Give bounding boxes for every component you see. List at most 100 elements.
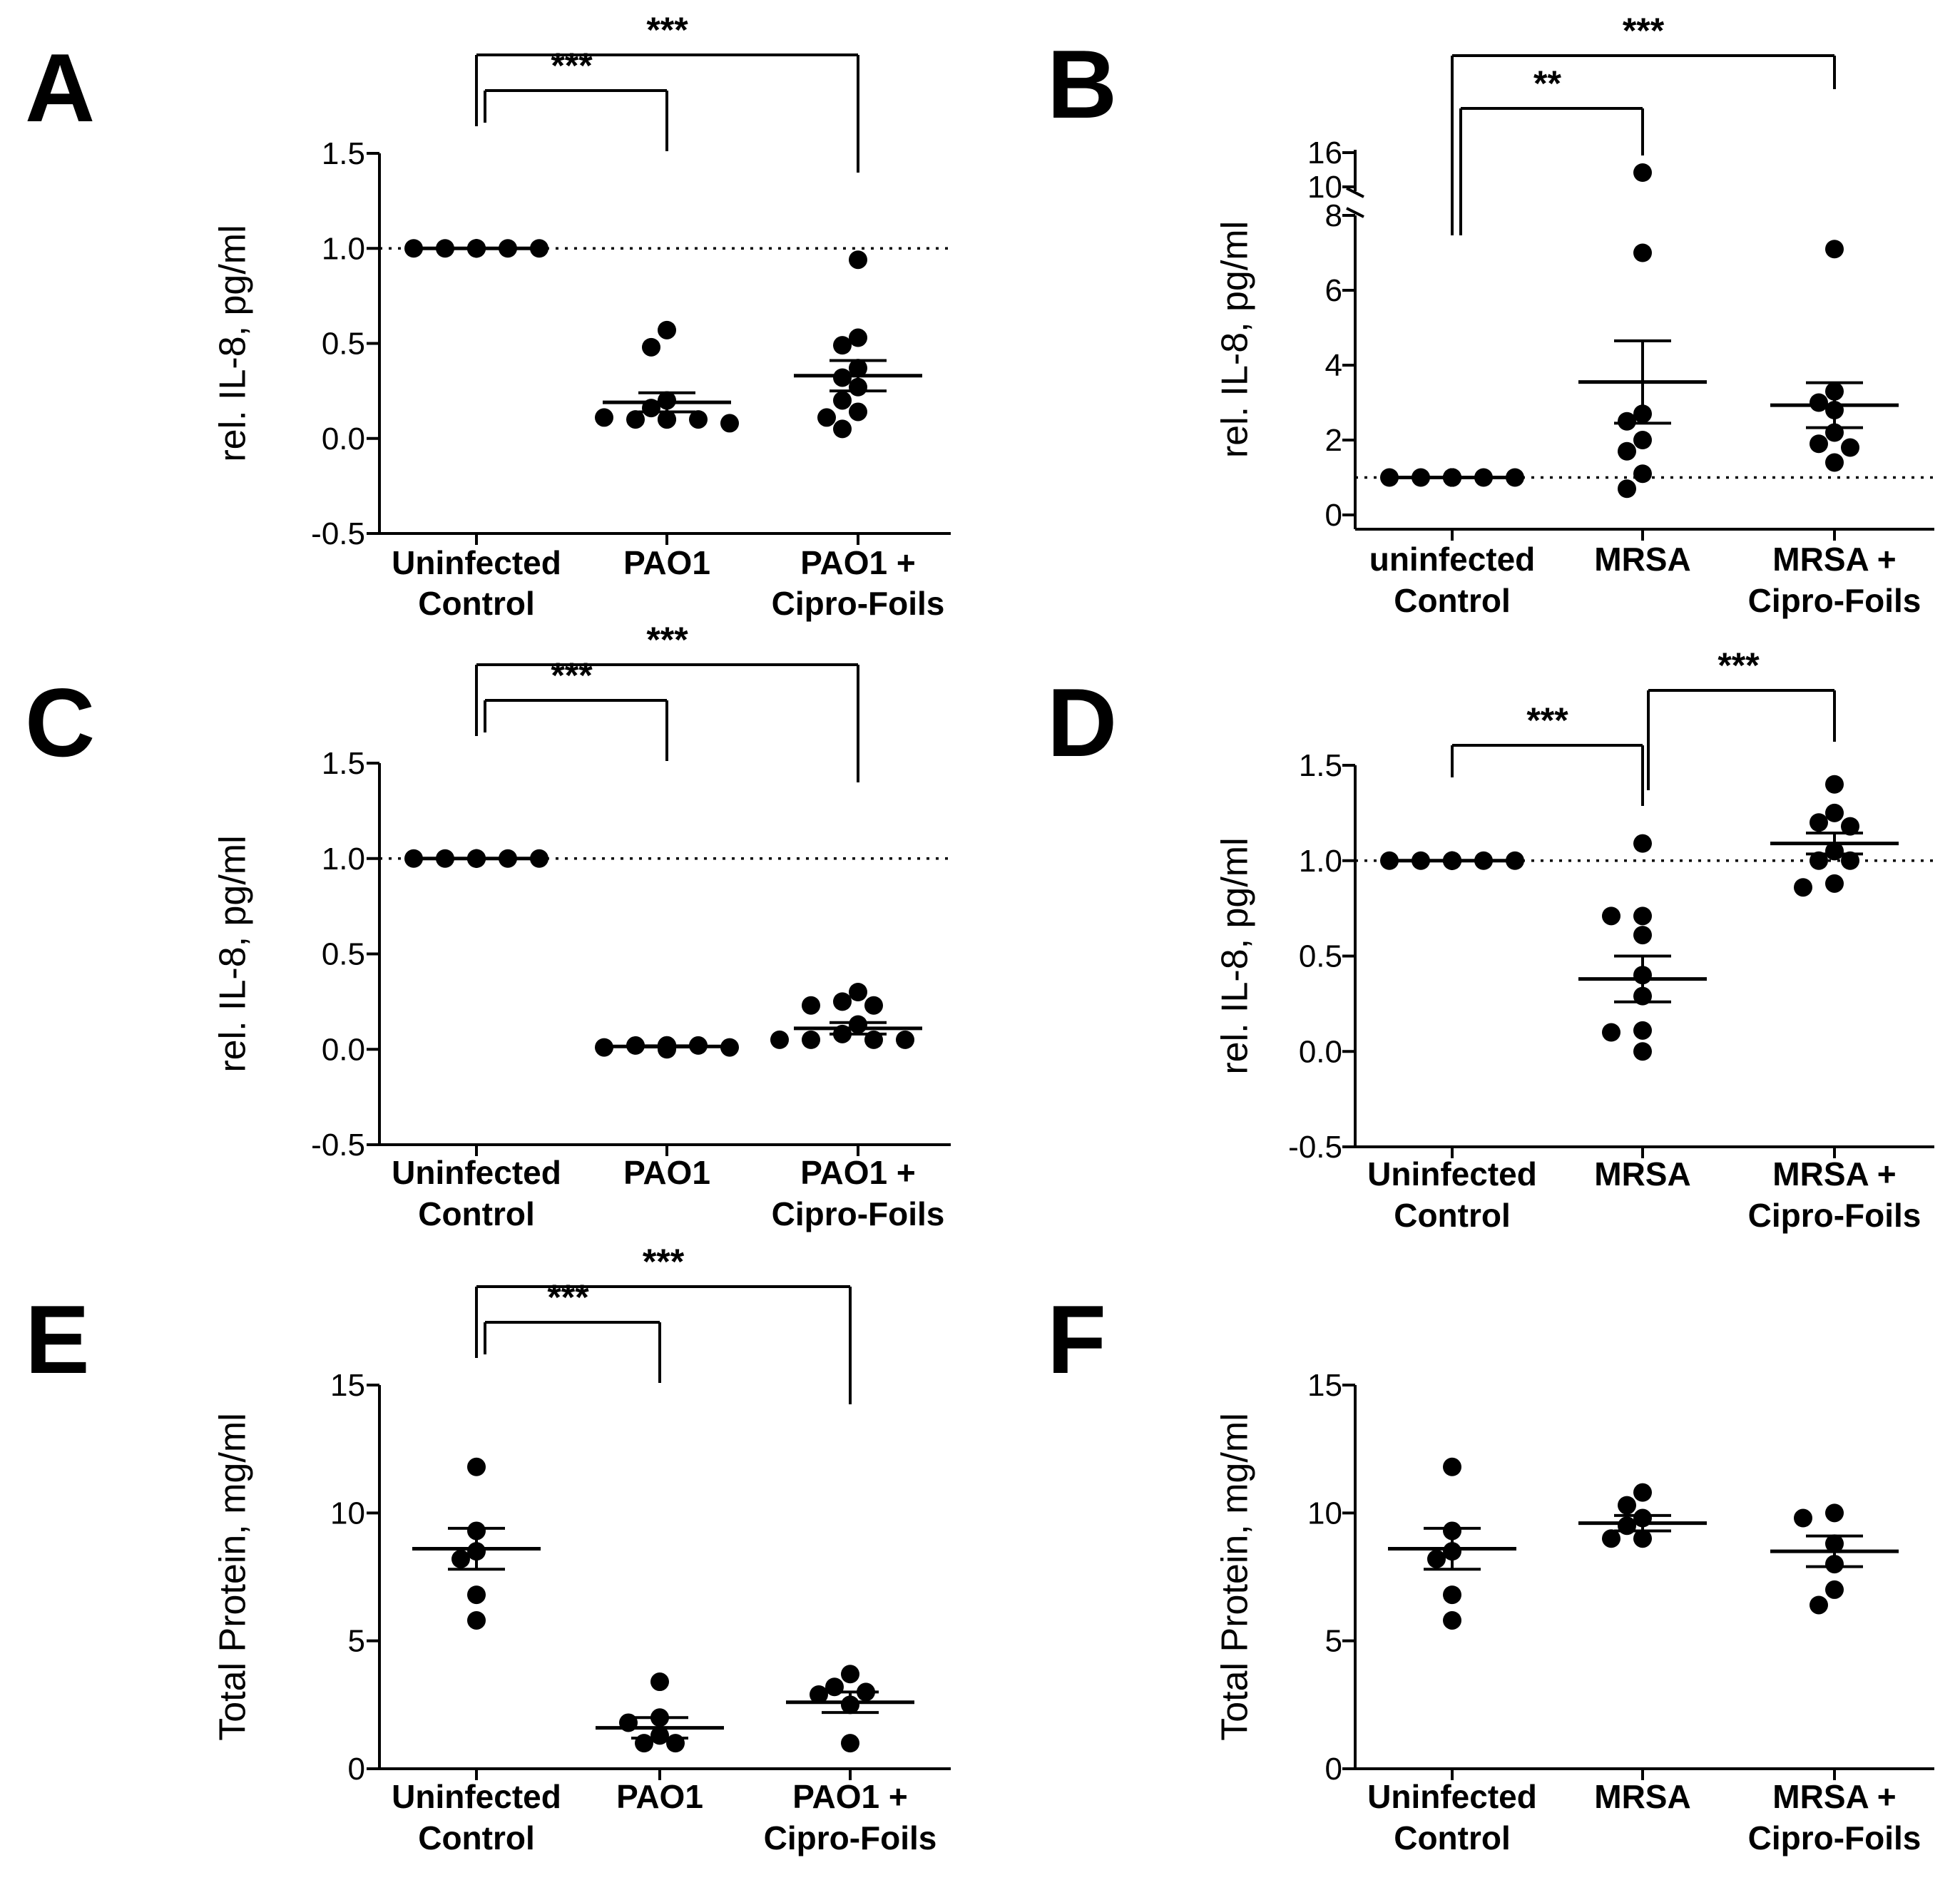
category-label: Cipro-Foils xyxy=(1748,582,1921,619)
y-tick-label: 10 xyxy=(1307,1496,1342,1531)
y-tick-label: 0 xyxy=(348,1752,365,1787)
data-point xyxy=(1825,1503,1844,1523)
category-label: PAO1 xyxy=(616,1778,703,1815)
panel-e: E Total Protein, mg/ml 0 5 10 15 Uninfected Con… xyxy=(25,1242,951,1856)
data-point xyxy=(864,996,883,1015)
data-point xyxy=(1443,1585,1461,1605)
data-point xyxy=(467,1457,486,1476)
data-point xyxy=(1794,878,1812,897)
significance-label: *** xyxy=(547,1277,589,1317)
category-label: MRSA xyxy=(1594,541,1690,578)
category-label: Cipro-Foils xyxy=(1748,1819,1921,1856)
data-point xyxy=(1633,1042,1652,1061)
y-tick-label: 1.0 xyxy=(322,842,365,877)
panel-letter: E xyxy=(25,1285,90,1394)
data-point xyxy=(720,414,739,433)
category-label: PAO1 + xyxy=(800,1154,916,1191)
data-point xyxy=(1618,1496,1636,1515)
category-label: MRSA + xyxy=(1772,1778,1896,1815)
y-tick-label: 15 xyxy=(330,1368,365,1403)
data-point xyxy=(1602,1023,1620,1042)
category-label: Uninfected xyxy=(1367,1778,1537,1815)
data-point xyxy=(1618,479,1636,499)
y-axis-title: Total Protein, mg/ml xyxy=(1215,1413,1256,1741)
data-point xyxy=(1633,926,1652,945)
y-tick-label: 2 xyxy=(1325,423,1342,458)
data-point xyxy=(896,1030,914,1049)
category-label: Control xyxy=(1394,1197,1511,1234)
data-point xyxy=(1602,1529,1620,1548)
data-point xyxy=(1841,817,1859,836)
y-tick-label: 5 xyxy=(348,1624,365,1659)
y-tick-label: 1.0 xyxy=(322,231,365,266)
data-point xyxy=(1633,834,1652,853)
data-point xyxy=(1825,240,1844,259)
y-tick-label: 1.0 xyxy=(1299,844,1342,879)
y-tick-label: 0 xyxy=(1325,1752,1342,1787)
panel-letter: C xyxy=(25,668,95,777)
y-tick-label: 10 xyxy=(330,1496,365,1531)
y-tick-label: 0.0 xyxy=(322,1032,365,1067)
data-point xyxy=(1825,874,1844,893)
category-label: Uninfected xyxy=(392,544,561,581)
axis-break-mark xyxy=(1346,207,1364,218)
data-point xyxy=(1825,1580,1844,1599)
data-point xyxy=(1443,1457,1461,1476)
data-point xyxy=(1810,434,1828,454)
y-tick-label: 5 xyxy=(1325,1624,1342,1659)
y-axis-title: rel. IL-8, pg/ml xyxy=(213,225,254,461)
data-point xyxy=(1810,393,1828,412)
category-label: PAO1 xyxy=(623,1154,710,1191)
panel-letter: F xyxy=(1047,1285,1106,1394)
category-label: Control xyxy=(1394,582,1511,619)
data-point xyxy=(626,410,645,429)
data-point xyxy=(802,1030,820,1049)
data-point xyxy=(1810,1595,1828,1615)
data-point xyxy=(1427,1549,1446,1568)
y-tick-label: -0.5 xyxy=(1288,1130,1342,1165)
category-label: Control xyxy=(1394,1819,1511,1856)
y-axis-title: rel. IL-8, pg/ml xyxy=(1215,221,1256,458)
y-tick-label: 0.0 xyxy=(1299,1034,1342,1069)
data-point xyxy=(1825,453,1844,472)
y-tick-label: 15 xyxy=(1307,1368,1342,1403)
data-point xyxy=(849,402,867,422)
data-point xyxy=(1633,1021,1652,1040)
category-label: Cipro-Foils xyxy=(764,1819,937,1856)
significance-label: *** xyxy=(1526,700,1568,740)
data-point xyxy=(833,368,852,387)
category-label: Uninfected xyxy=(392,1778,561,1815)
data-point xyxy=(1825,803,1844,822)
data-point xyxy=(1841,851,1859,870)
y-tick-label: -0.5 xyxy=(311,1128,365,1163)
y-tick-label: 16 xyxy=(1307,136,1342,170)
data-point xyxy=(802,996,820,1015)
data-point xyxy=(833,992,852,1011)
category-label: Control xyxy=(418,585,535,622)
category-label: PAO1 xyxy=(623,544,710,581)
y-tick-label: -0.5 xyxy=(311,516,365,551)
y-axis-title: Total Protein, mg/ml xyxy=(213,1413,254,1741)
panel-f: F Total Protein, mg/ml 0 5 10 15 Uninfected Con… xyxy=(1047,1285,1934,1856)
category-label: Cipro-Foils xyxy=(772,1195,945,1232)
y-tick-label: 1.5 xyxy=(1299,748,1342,783)
data-point xyxy=(689,410,708,429)
data-point xyxy=(1633,906,1652,926)
data-point xyxy=(1633,431,1652,449)
category-label: MRSA + xyxy=(1772,541,1896,578)
category-label: PAO1 + xyxy=(800,544,916,581)
panel-letter: A xyxy=(25,34,95,142)
data-point xyxy=(1825,775,1844,794)
significance-label: *** xyxy=(551,46,593,86)
panel-letter: B xyxy=(1047,30,1117,138)
data-point xyxy=(770,1030,789,1049)
y-tick-label: 0.5 xyxy=(322,937,365,972)
category-label: PAO1 + xyxy=(792,1778,908,1815)
data-point xyxy=(467,1585,486,1605)
category-label: Cipro-Foils xyxy=(1748,1197,1921,1234)
y-tick-label: 1.5 xyxy=(322,746,365,781)
data-point xyxy=(595,408,613,427)
significance-label: *** xyxy=(1717,645,1760,685)
